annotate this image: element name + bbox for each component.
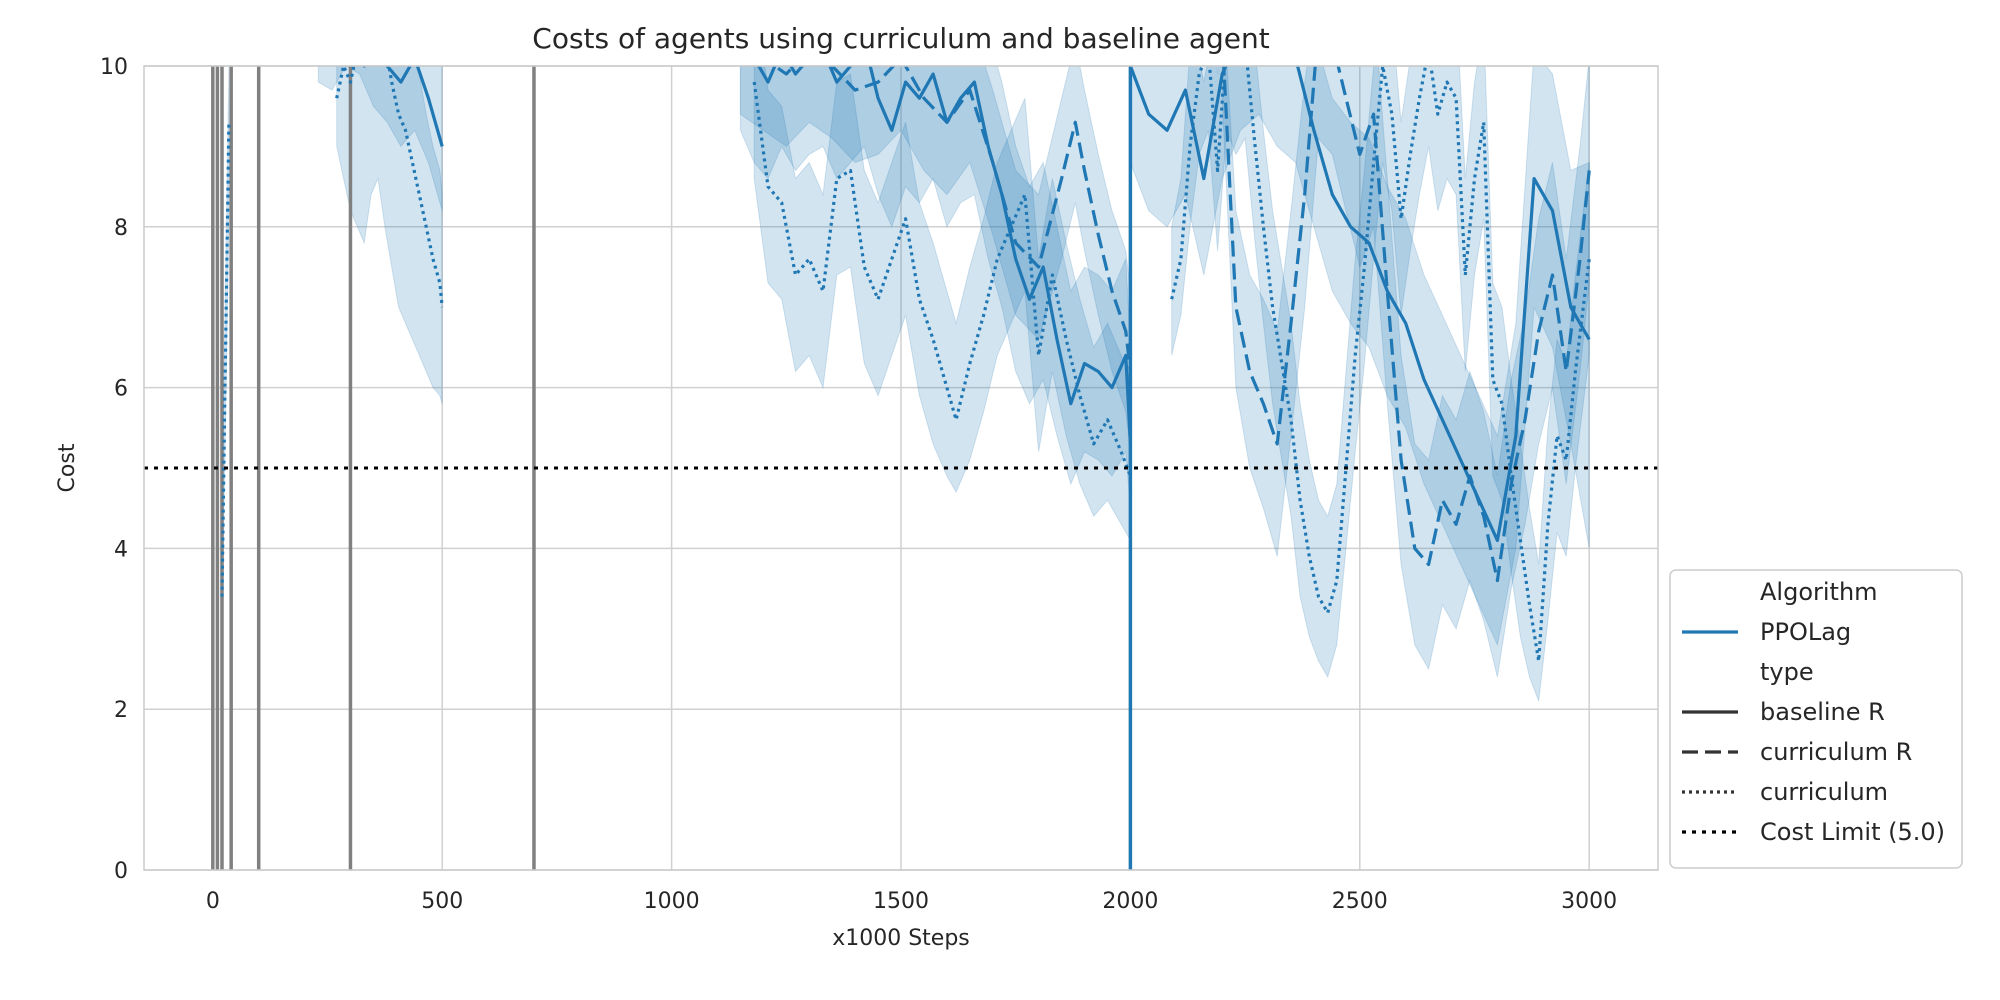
series-line-solid [385,66,444,147]
y-tick-label: 0 [114,859,128,884]
legend-entry: Cost Limit (5.0) [1760,818,1945,846]
x-tick-label: 3000 [1561,889,1617,914]
x-tick-label: 0 [206,889,220,914]
series-line-solid [756,66,1132,444]
chart-title: Costs of agents using curriculum and bas… [532,22,1269,55]
y-tick-label: 10 [100,55,128,80]
y-tick-label: 4 [114,537,128,562]
legend-entry: PPOLag [1760,618,1851,646]
x-tick-label: 2500 [1332,889,1388,914]
confidence-band [1221,66,1590,678]
y-tick-label: 6 [114,377,128,402]
legend-entry: curriculum [1760,778,1888,806]
legend-header: type [1760,658,1814,686]
series-lines [220,66,1591,663]
series-line-dotted [752,81,1132,477]
confidence-bands [221,66,1590,702]
legend-header: Algorithm [1760,578,1878,606]
series-line-dotted [220,122,231,597]
confidence-band [1171,66,1590,702]
legend: Algorithm PPOLag type baseline R curriculum … [1669,569,1963,869]
series-line-dashed [1222,66,1591,583]
x-tick-label: 2000 [1102,889,1158,914]
x-tick-label: 1000 [644,889,700,914]
x-tick-label: 500 [421,889,463,914]
x-tick-label: 1500 [873,889,929,914]
plot-frame [143,65,1659,871]
series-line-solid [1128,66,1591,543]
series-line-dashed [772,66,1132,372]
confidence-band [1129,66,1590,647]
stage-lines [211,66,1133,870]
y-tick-label: 2 [114,698,128,723]
legend-entry: curriculum R [1760,738,1912,766]
x-axis-label: x1000 Steps [832,926,970,951]
y-tick-label: 8 [114,216,128,241]
series-line-dotted [335,66,444,308]
confidence-band [336,66,443,404]
axis-ticks: 0 500 1000 1500 2000 2500 3000 0 2 4 6 8 10 [100,55,1617,914]
legend-box [1669,569,1963,869]
legend-entry: baseline R [1760,698,1885,726]
y-axis-label: Cost [55,443,80,492]
